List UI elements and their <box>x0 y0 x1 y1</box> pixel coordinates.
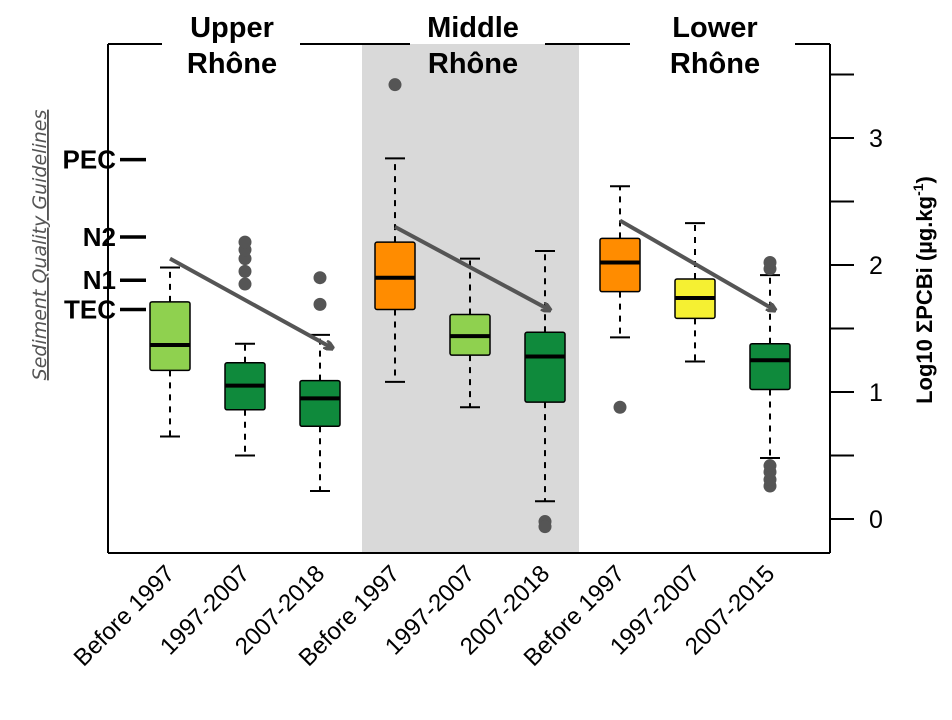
outlier-point-4 <box>238 235 252 249</box>
guideline-label-1: N2 <box>83 222 116 252</box>
trend-arrow-1 <box>394 225 549 310</box>
guidelines-title: Sediment Quality Guidelines <box>29 110 51 381</box>
outlier-point-1 <box>313 271 327 285</box>
trend-arrows-layer <box>169 218 774 348</box>
outlier-point-2 <box>238 252 252 266</box>
trend-arrow-0 <box>169 256 331 348</box>
outlier-point-0 <box>313 297 327 311</box>
box-group-3 <box>374 78 416 383</box>
box-iqr <box>299 379 341 428</box>
guideline-label-3: TEC <box>64 294 116 324</box>
box-iqr <box>524 331 566 403</box>
outlier-point-1 <box>538 520 552 534</box>
box-group-1 <box>224 235 266 457</box>
box-group-7 <box>674 222 716 363</box>
region-title-line2-0: Rhône <box>187 48 277 80</box>
outlier-point-0 <box>388 78 402 92</box>
box-iqr <box>149 301 191 372</box>
box-group-2 <box>299 271 341 493</box>
box-group-6 <box>599 185 641 414</box>
outlier-point-0 <box>238 277 252 291</box>
boxes-layer <box>149 78 791 534</box>
box-iqr <box>599 237 641 293</box>
outlier-point-5 <box>763 255 777 269</box>
guideline-label-2: N1 <box>83 265 116 295</box>
outlier-point-3 <box>763 459 777 473</box>
plot-frame <box>107 43 831 554</box>
y-tick-label-3: 3 <box>869 125 883 153</box>
outlier-point-0 <box>613 400 627 414</box>
y-tick-label-0: 0 <box>869 506 883 534</box>
category-label-0: Before 1997 <box>69 560 181 672</box>
box-iqr <box>749 342 791 391</box>
guideline-label-0: PEC <box>63 145 117 175</box>
box-group-4 <box>449 257 491 409</box>
trend-arrow-2 <box>618 218 774 310</box>
box-group-0 <box>149 266 191 438</box>
outlier-point-1 <box>238 264 252 278</box>
y-axis-label-sup: -1 <box>910 183 926 196</box>
region-title-line2-2: Rhône <box>670 48 760 80</box>
region-title-line2-1: Rhône <box>428 48 518 80</box>
right-y-axis: 0 1 2 3 Log10 ΣPCBi (µg.kg-1) <box>830 73 937 534</box>
region-title-line1-0: Upper <box>190 12 274 44</box>
y-axis-label-main: Log10 ΣPCBi (µg.kg <box>912 196 937 404</box>
y-tick-label-1: 1 <box>869 379 883 407</box>
y-axis-label-end: ) <box>912 176 937 183</box>
region-title-line1-2: Lower <box>672 12 757 44</box>
region-title-line1-1: Middle <box>427 12 519 44</box>
y-tick-label-2: 2 <box>869 252 883 280</box>
box-group-8 <box>749 255 791 493</box>
y-axis-label: Log10 ΣPCBi (µg.kg-1) <box>910 176 937 404</box>
box-group-5 <box>524 250 566 534</box>
